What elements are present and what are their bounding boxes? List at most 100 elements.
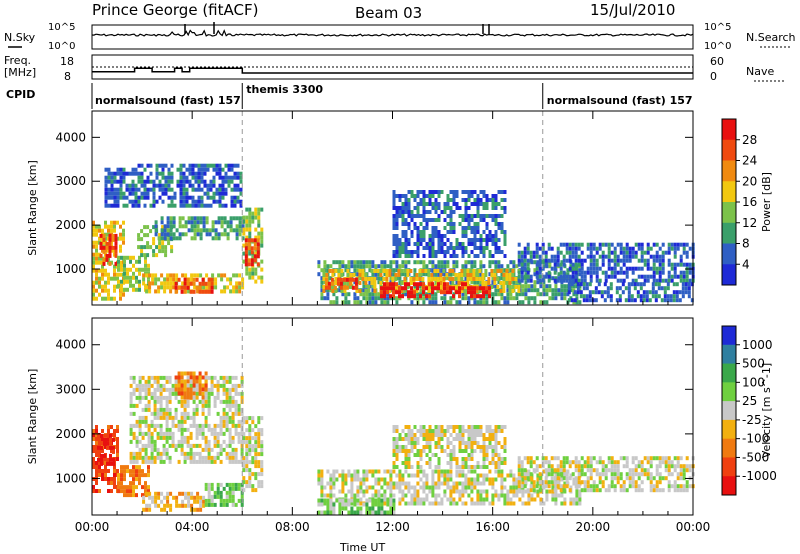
power-cell [583, 258, 587, 263]
power-cell [478, 269, 482, 273]
velocity-cell [237, 498, 241, 503]
velocity-cell [174, 379, 178, 384]
power-cell [407, 222, 411, 226]
power-cell [652, 242, 656, 247]
power-cell [675, 294, 679, 299]
power-cell [571, 266, 575, 271]
velocity-cell [449, 493, 453, 498]
power-cell [107, 179, 111, 184]
velocity-cell [174, 395, 178, 400]
velocity-cell [135, 443, 139, 448]
velocity-cell [189, 415, 193, 420]
power-cell [419, 260, 423, 265]
velocity-cell [132, 455, 136, 460]
power-cell [212, 163, 216, 168]
power-cell [577, 246, 581, 251]
power-cell [499, 269, 503, 273]
power-cell [436, 289, 440, 293]
power-cell [220, 273, 224, 278]
power-cell [247, 238, 251, 243]
velocity-cell [377, 481, 381, 486]
power-cell [517, 285, 521, 289]
power-cell [497, 246, 501, 250]
power-cell [526, 250, 530, 255]
power-cell [425, 264, 429, 269]
power-cell [443, 300, 447, 305]
power-cell [645, 290, 649, 295]
velocity-cell [392, 493, 396, 498]
velocity-cell [116, 457, 119, 461]
velocity-cell [145, 507, 149, 512]
power-cell [392, 290, 395, 295]
power-cell [404, 198, 408, 202]
power-cell [443, 296, 447, 301]
velocity-cell [482, 453, 486, 457]
power-cell [200, 163, 204, 168]
power-cell [661, 242, 665, 247]
velocity-cell [317, 473, 321, 478]
power-cell [149, 163, 153, 168]
velocity-cell [407, 489, 411, 494]
velocity-cell [129, 423, 133, 428]
power-cell [395, 300, 399, 305]
power-cell [376, 269, 380, 273]
power-colorbar-tick-label: 20 [742, 174, 757, 188]
velocity-cell [371, 469, 375, 474]
velocity-cell [132, 375, 136, 380]
velocity-cell [138, 447, 142, 452]
velocity-cell [476, 497, 480, 502]
power-cell [194, 179, 198, 184]
velocity-cell [147, 391, 151, 396]
velocity-cell [156, 379, 160, 384]
power-cell [253, 246, 257, 251]
power-cell [511, 269, 515, 273]
velocity-cell [129, 493, 132, 498]
power-cell [448, 269, 452, 273]
velocity-cell [625, 456, 629, 461]
power-cell [470, 230, 474, 234]
power-cell [451, 277, 455, 281]
velocity-cell [431, 433, 435, 437]
power-cell [147, 275, 150, 280]
power-cell [320, 296, 324, 301]
power-cell [437, 234, 441, 238]
power-cell [484, 273, 488, 277]
power-cell [229, 228, 233, 233]
power-cell [190, 273, 194, 278]
power-cell [482, 238, 486, 242]
power-cell [326, 296, 330, 301]
velocity-cell [144, 485, 147, 490]
velocity-cell [95, 429, 98, 433]
velocity-cell [392, 441, 396, 445]
velocity-cell [120, 485, 123, 490]
velocity-cell [92, 445, 95, 449]
velocity-cell [392, 465, 396, 469]
power-cell [395, 264, 399, 269]
power-cell [582, 294, 586, 299]
power-cell [143, 187, 147, 192]
power-cell [607, 242, 611, 247]
velocity-cell [248, 436, 252, 441]
velocity-cell [248, 416, 252, 421]
power-cell [449, 226, 453, 230]
power-cell [155, 167, 159, 172]
velocity-cell [109, 441, 112, 446]
power-cell [535, 242, 539, 247]
velocity-cell [563, 501, 567, 506]
velocity-cell [389, 493, 393, 498]
power-cell [473, 198, 477, 202]
velocity-cell [251, 444, 255, 449]
velocity-cell [470, 465, 474, 469]
power-cell [577, 242, 581, 247]
velocity-cell [98, 469, 101, 473]
power-cell [682, 246, 686, 251]
velocity-cell [365, 506, 369, 511]
velocity-cell [440, 497, 444, 502]
velocity-cell [523, 456, 527, 461]
power-cell [230, 163, 234, 168]
velocity-cell [392, 502, 396, 507]
power-cell [163, 285, 167, 290]
power-cell [491, 254, 495, 258]
velocity-cell [467, 437, 471, 441]
power-cell [95, 296, 98, 301]
